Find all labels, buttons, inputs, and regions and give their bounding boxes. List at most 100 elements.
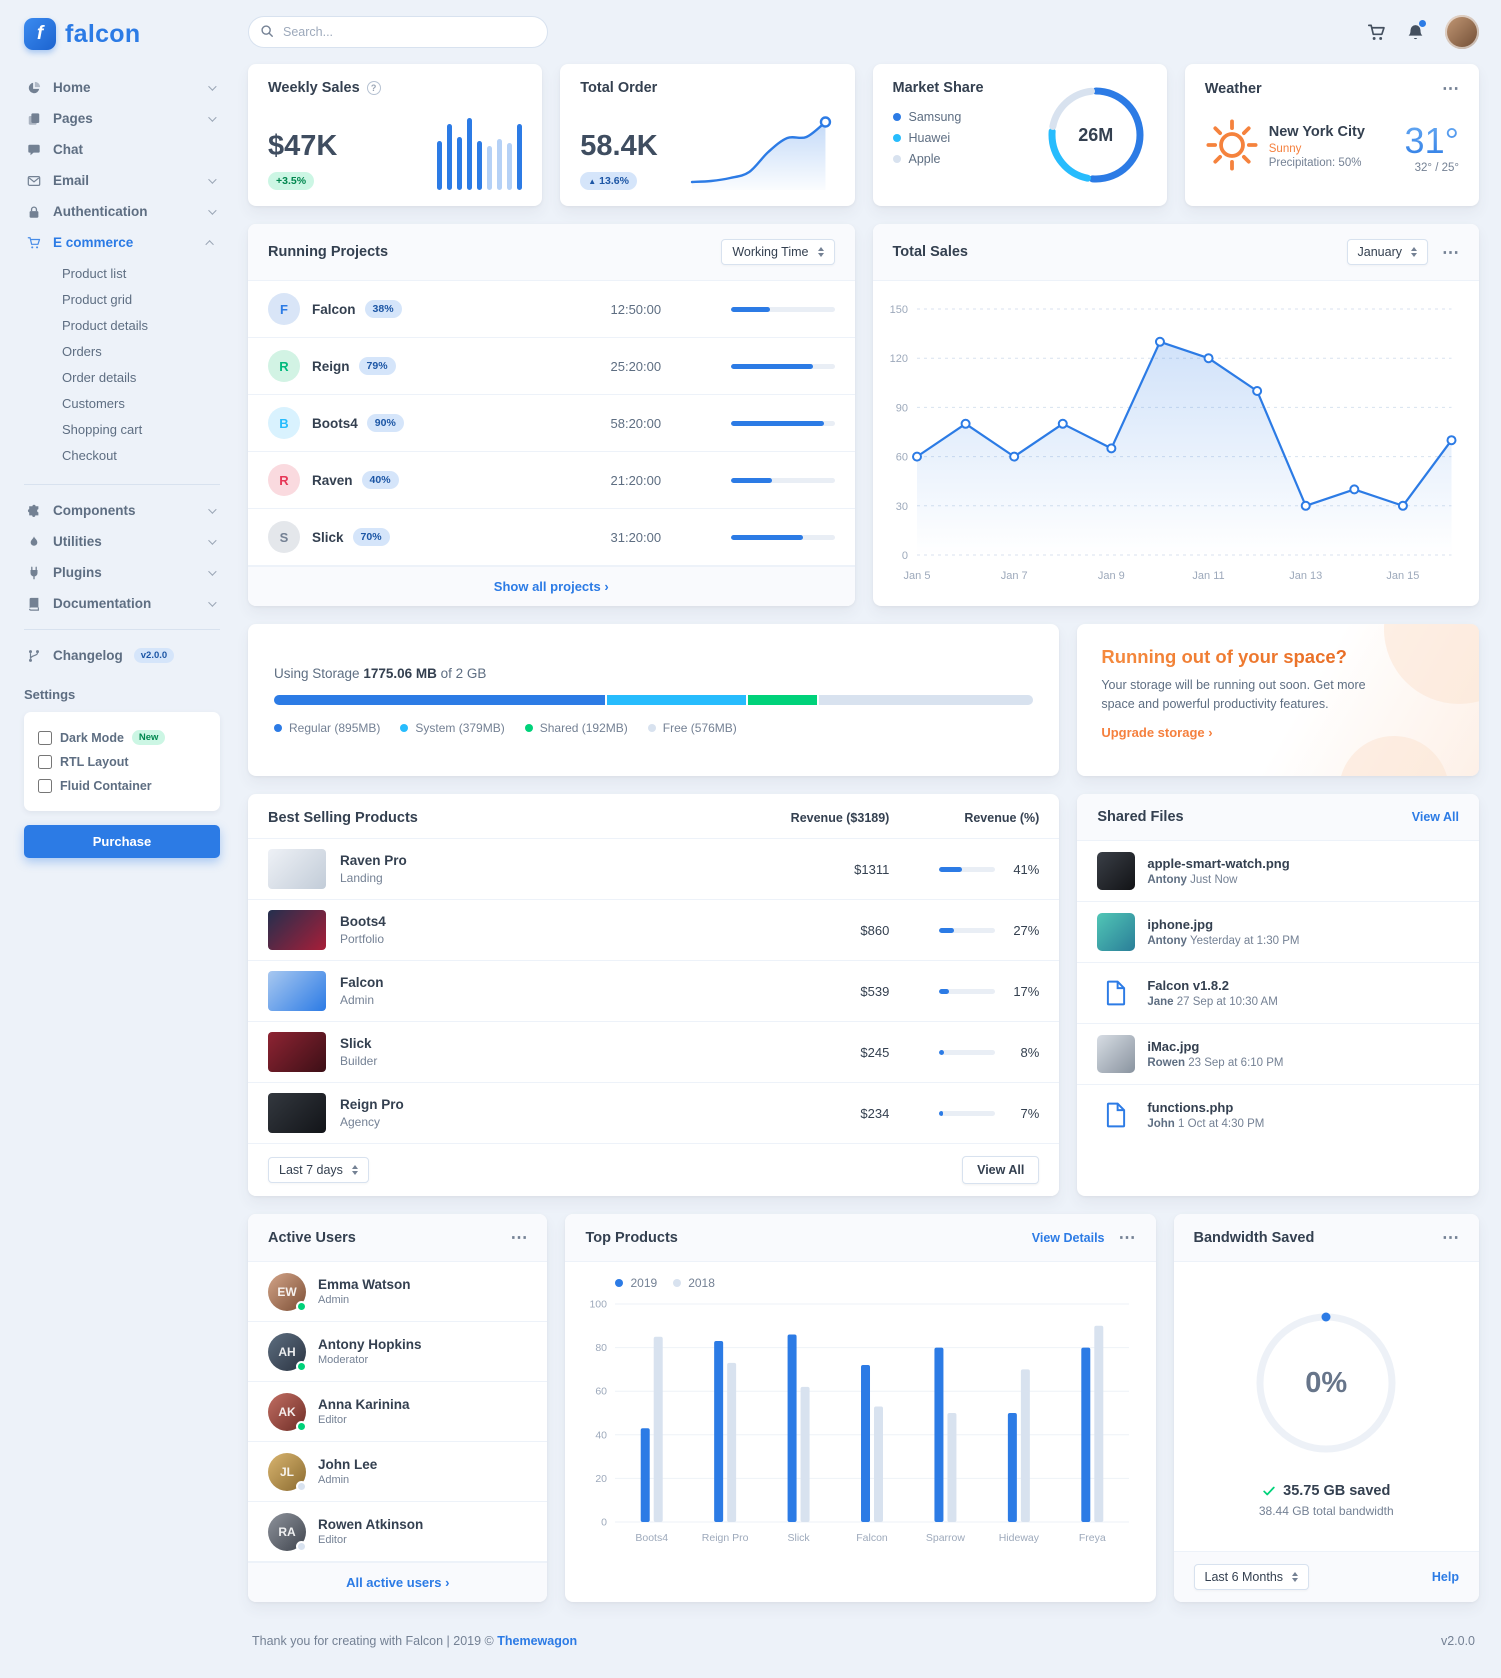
help-link[interactable]: Help	[1431, 1570, 1459, 1584]
product-name[interactable]: Slick	[340, 1036, 372, 1051]
card-menu-icon[interactable]: ⋯	[1118, 1228, 1136, 1247]
project-name[interactable]: Falcon	[312, 301, 356, 317]
product-row-slick: Slick Builder $245 8%	[248, 1021, 1060, 1082]
file-name[interactable]: Falcon v1.8.2	[1147, 978, 1229, 993]
running-projects-card: Running Projects Working Time F Falcon 38%…	[248, 224, 855, 606]
user-role: Editor	[318, 1534, 347, 1546]
product-row-raven-pro: Raven Pro Landing $1311 41%	[248, 838, 1060, 899]
sidebar-item-changelog[interactable]: Changelog v2.0.0	[24, 640, 220, 671]
file-row-falcon-v1-8-2: Falcon v1.8.2 Jane 27 Sep at 10:30 AM	[1077, 963, 1479, 1024]
sidebar-item-authentication[interactable]: Authentication	[24, 196, 220, 227]
fluid-container-checkbox[interactable]	[38, 779, 52, 793]
bar	[467, 118, 473, 190]
brand[interactable]: f falcon	[24, 18, 220, 50]
market-share-title: Market Share	[892, 80, 984, 96]
check-icon	[1262, 1484, 1276, 1498]
project-name[interactable]: Slick	[312, 529, 344, 545]
all-active-users-link[interactable]: All active users ›	[346, 1575, 450, 1590]
file-name[interactable]: iphone.jpg	[1147, 917, 1214, 932]
sidebar-subitem-product-grid[interactable]: Product grid	[62, 291, 133, 307]
project-name[interactable]: Boots4	[312, 415, 358, 431]
total-sales-chart: 0 30 60 90 120 150 Jan 5 Jan 7 Jan 9 Jan 11 Jan 13…	[889, 304, 1456, 582]
dark-mode-checkbox[interactable]	[38, 730, 52, 745]
file-user: Antony	[1147, 874, 1187, 886]
days-select[interactable]: Last 7 days	[268, 1157, 369, 1183]
best-selling-card: Best Selling Products Revenue ($3189) Re…	[248, 794, 1060, 1196]
cart-icon[interactable]	[1367, 23, 1386, 42]
project-time: 25:20:00	[610, 358, 662, 374]
file-time: Yesterday at 1:30 PM	[1189, 935, 1300, 947]
sidebar-item-pages[interactable]: Pages	[24, 103, 220, 134]
user-name[interactable]: Rowen Atkinson	[318, 1517, 424, 1532]
card-menu-icon[interactable]: ⋯	[1442, 1228, 1459, 1247]
file-name[interactable]: iMac.jpg	[1147, 1039, 1200, 1054]
total-sales-title: Total Sales	[892, 244, 968, 260]
online-status-dot	[296, 1360, 307, 1372]
product-name[interactable]: Falcon	[340, 975, 384, 990]
sidebar-item-chat[interactable]: Chat	[24, 134, 220, 165]
best-selling-rows: Raven Pro Landing $1311 41% Boots4 Portfolio $…	[248, 838, 1060, 1143]
card-menu-icon[interactable]: ⋯	[1442, 242, 1459, 262]
market-share-chart: 26M	[1045, 84, 1147, 186]
product-name[interactable]: Reign Pro	[340, 1097, 404, 1112]
sidebar-subitem-orders[interactable]: Orders	[62, 343, 102, 359]
sidebar-item-e-commerce[interactable]: E commerce	[24, 227, 220, 258]
month-select[interactable]: January	[1346, 239, 1428, 265]
project-row-raven: R Raven 40% 21:20:00	[248, 452, 855, 509]
bell-icon[interactable]	[1406, 19, 1426, 42]
upgrade-storage-link[interactable]: Upgrade storage ›	[1101, 724, 1213, 740]
sidebar-item-email[interactable]: Email	[24, 165, 220, 196]
sidebar-item-documentation[interactable]: Documentation	[24, 588, 220, 619]
product-revenue: $539	[860, 983, 890, 999]
user-name[interactable]: Emma Watson	[318, 1277, 411, 1292]
user-name[interactable]: Anna Karinina	[318, 1397, 410, 1412]
project-progress-bar	[730, 420, 835, 426]
market-share-legend: Samsung Huawei Apple	[892, 110, 984, 166]
show-all-projects-link[interactable]: Show all projects ›	[493, 579, 609, 594]
bandwidth-card: Bandwidth Saved ⋯ 0% 35.75 GB saved 38.4…	[1173, 1214, 1479, 1602]
revenue-progress-bar	[939, 1049, 996, 1055]
sidebar-item-utilities[interactable]: Utilities	[24, 526, 220, 557]
user-name[interactable]: Antony Hopkins	[318, 1337, 422, 1352]
purchase-button[interactable]: Purchase	[24, 825, 220, 858]
sidebar-subitem-product-details[interactable]: Product details	[62, 317, 148, 333]
search-input[interactable]	[248, 16, 548, 48]
help-icon[interactable]: ?	[366, 81, 381, 95]
settings-option-label: RTL Layout	[60, 755, 129, 769]
sidebar-subitem-shopping-cart[interactable]: Shopping cart	[62, 421, 143, 437]
card-menu-icon[interactable]: ⋯	[1442, 79, 1459, 98]
product-name[interactable]: Boots4	[340, 914, 386, 929]
storage-card: Using Storage 1775.06 MB of 2 GB Regular…	[248, 624, 1060, 776]
project-name[interactable]: Raven	[312, 472, 353, 488]
sidebar-subitem-order-details[interactable]: Order details	[62, 369, 137, 385]
sidebar-subitem-checkout[interactable]: Checkout	[62, 447, 117, 463]
product-category: Landing	[340, 871, 383, 885]
project-name[interactable]: Reign	[312, 358, 350, 374]
view-details-link[interactable]: View Details	[1031, 1230, 1105, 1245]
months-select[interactable]: Last 6 Months	[1193, 1564, 1310, 1590]
project-time: 12:50:00	[610, 301, 662, 317]
svg-text:120: 120	[889, 353, 907, 365]
storage-legend-item: Regular (895MB)	[274, 721, 380, 735]
sidebar-subitem-customers[interactable]: Customers	[62, 395, 125, 411]
user-name[interactable]: John Lee	[318, 1457, 378, 1472]
product-name[interactable]: Raven Pro	[340, 853, 407, 868]
files-view-all-link[interactable]: View All	[1411, 810, 1459, 824]
settings-option-fluid-container: Fluid Container	[38, 774, 206, 798]
book-icon	[26, 597, 42, 611]
sidebar-item-label: Home	[53, 80, 91, 95]
card-menu-icon[interactable]: ⋯	[510, 1228, 528, 1247]
sidebar-item-plugins[interactable]: Plugins	[24, 557, 220, 588]
themewagon-link[interactable]: Themewagon	[497, 1634, 578, 1648]
sidebar-item-components[interactable]: Components	[24, 495, 220, 526]
working-time-select[interactable]: Working Time	[721, 239, 835, 265]
rtl-layout-checkbox[interactable]	[38, 755, 52, 769]
avatar[interactable]	[1445, 15, 1479, 49]
chevron-down-icon	[208, 597, 217, 607]
chevron-down-icon	[208, 504, 217, 514]
file-name[interactable]: functions.php	[1147, 1100, 1234, 1115]
sidebar-item-home[interactable]: Home	[24, 72, 220, 103]
sidebar-subitem-product-list[interactable]: Product list	[62, 265, 127, 281]
file-name[interactable]: apple-smart-watch.png	[1147, 856, 1290, 871]
view-all-button[interactable]: View All	[962, 1156, 1040, 1184]
